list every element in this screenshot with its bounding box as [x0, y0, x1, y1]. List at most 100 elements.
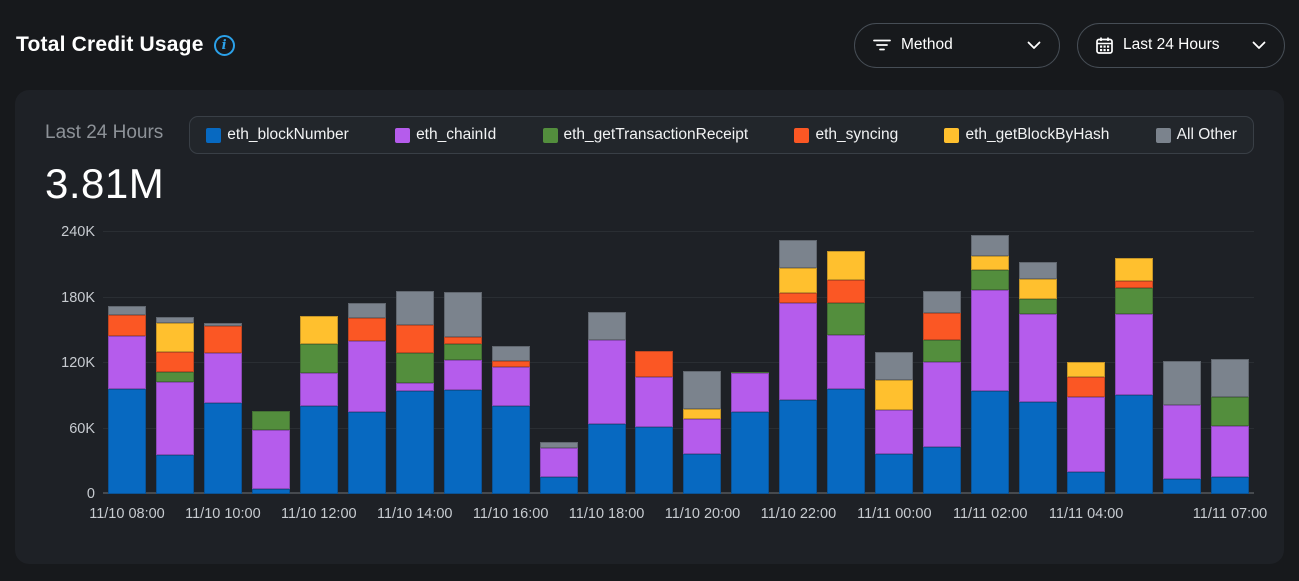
bar-segment-eth_chainid[interactable] — [587, 340, 626, 425]
bar-segment-all-other[interactable] — [491, 345, 530, 361]
bar-segment-eth_chainid[interactable] — [1210, 426, 1249, 477]
bar-segment-eth_syncing[interactable] — [443, 336, 482, 345]
bar-segment-eth_getblockbyhash[interactable] — [155, 322, 194, 353]
bar-segment-eth_blocknumber[interactable] — [107, 389, 146, 494]
bar-segment-eth_blocknumber[interactable] — [587, 424, 626, 494]
bar-segment-all-other[interactable] — [971, 235, 1010, 257]
bar-segment-eth_blocknumber[interactable] — [731, 412, 770, 494]
legend-item-all-other[interactable]: All Other — [1155, 126, 1237, 144]
bar-segment-eth_chainid[interactable] — [203, 353, 242, 404]
stacked-bar[interactable] — [299, 232, 338, 494]
bar-segment-eth_blocknumber[interactable] — [635, 427, 674, 494]
bar-segment-eth_blocknumber[interactable] — [971, 391, 1010, 494]
bar-segment-all-other[interactable] — [923, 290, 962, 313]
bar-segment-all-other[interactable] — [203, 322, 242, 326]
bar-segment-eth_chainid[interactable] — [635, 377, 674, 428]
bar-segment-eth_blocknumber[interactable] — [443, 390, 482, 494]
bar-segment-eth_chainid[interactable] — [683, 418, 722, 454]
bar-segment-all-other[interactable] — [1019, 261, 1058, 279]
stacked-bar[interactable] — [1210, 232, 1249, 494]
bar-segment-eth_chainid[interactable] — [491, 367, 530, 406]
stacked-bar[interactable] — [251, 232, 290, 494]
bar-segment-eth_blocknumber[interactable] — [1210, 476, 1249, 494]
legend-item-eth_gettransactionreceipt[interactable]: eth_getTransactionReceipt — [542, 126, 748, 144]
bar-segment-eth_blocknumber[interactable] — [1067, 472, 1106, 494]
stacked-bar[interactable] — [203, 232, 242, 494]
bar-segment-eth_getblockbyhash[interactable] — [1067, 361, 1106, 378]
bar-segment-eth_gettransactionreceipt[interactable] — [923, 340, 962, 362]
bar-segment-eth_blocknumber[interactable] — [779, 400, 818, 494]
bar-segment-eth_syncing[interactable] — [923, 312, 962, 341]
bar-segment-eth_chainid[interactable] — [155, 381, 194, 455]
stacked-bar[interactable] — [539, 232, 578, 494]
bar-segment-eth_chainid[interactable] — [779, 302, 818, 401]
stacked-bar[interactable] — [107, 232, 146, 494]
bar-segment-all-other[interactable] — [107, 306, 146, 315]
bar-segment-eth_chainid[interactable] — [1067, 396, 1106, 473]
bar-segment-eth_getblockbyhash[interactable] — [779, 268, 818, 294]
bar-segment-eth_blocknumber[interactable] — [875, 453, 914, 494]
bar-segment-eth_blocknumber[interactable] — [347, 412, 386, 494]
bar-segment-eth_gettransactionreceipt[interactable] — [155, 371, 194, 382]
bar-segment-eth_getblockbyhash[interactable] — [827, 250, 866, 281]
bar-segment-eth_blocknumber[interactable] — [1162, 478, 1201, 494]
bar-segment-eth_gettransactionreceipt[interactable] — [299, 344, 338, 373]
stacked-bar[interactable] — [923, 232, 962, 494]
bar-segment-all-other[interactable] — [1162, 360, 1201, 405]
bar-segment-eth_chainid[interactable] — [443, 359, 482, 391]
stacked-bar[interactable] — [1114, 232, 1153, 494]
bar-segment-eth_gettransactionreceipt[interactable] — [971, 270, 1010, 290]
bar-segment-eth_syncing[interactable] — [347, 318, 386, 342]
bar-segment-eth_chainid[interactable] — [1019, 313, 1058, 403]
bar-segment-eth_getblockbyhash[interactable] — [875, 380, 914, 410]
stacked-bar[interactable] — [155, 232, 194, 494]
bar-segment-eth_getblockbyhash[interactable] — [299, 316, 338, 345]
stacked-bar[interactable] — [875, 232, 914, 494]
bar-segment-eth_getblockbyhash[interactable] — [1114, 258, 1153, 282]
bar-segment-eth_syncing[interactable] — [491, 360, 530, 368]
bar-segment-eth_syncing[interactable] — [779, 293, 818, 303]
method-filter-dropdown[interactable]: Method — [854, 22, 1060, 68]
legend-item-eth_blocknumber[interactable]: eth_blockNumber — [206, 126, 349, 144]
stacked-bar[interactable] — [971, 232, 1010, 494]
bar-segment-eth_gettransactionreceipt[interactable] — [395, 353, 434, 383]
stacked-bar[interactable] — [443, 232, 482, 494]
bar-segment-eth_syncing[interactable] — [107, 314, 146, 336]
bar-segment-eth_chainid[interactable] — [107, 335, 146, 390]
stacked-bar[interactable] — [827, 232, 866, 494]
stacked-bar[interactable] — [1162, 232, 1201, 494]
bar-segment-all-other[interactable] — [683, 370, 722, 409]
bar-segment-eth_blocknumber[interactable] — [251, 488, 290, 494]
bar-segment-eth_blocknumber[interactable] — [923, 447, 962, 494]
stacked-bar[interactable] — [1019, 232, 1058, 494]
bar-segment-eth_blocknumber[interactable] — [683, 453, 722, 494]
bar-segment-eth_getblockbyhash[interactable] — [971, 256, 1010, 271]
bar-segment-eth_chainid[interactable] — [971, 289, 1010, 392]
stacked-bar[interactable] — [395, 232, 434, 494]
bar-segment-eth_chainid[interactable] — [875, 409, 914, 454]
bar-segment-all-other[interactable] — [155, 317, 194, 323]
bar-segment-eth_getblockbyhash[interactable] — [683, 408, 722, 419]
bar-segment-eth_blocknumber[interactable] — [203, 403, 242, 494]
bar-segment-eth_chainid[interactable] — [923, 361, 962, 448]
bar-segment-all-other[interactable] — [587, 311, 626, 341]
bar-segment-eth_syncing[interactable] — [827, 280, 866, 303]
legend-item-eth_chainid[interactable]: eth_chainId — [395, 126, 496, 144]
bar-segment-eth_gettransactionreceipt[interactable] — [731, 371, 770, 373]
stacked-bar[interactable] — [635, 232, 674, 494]
bar-segment-eth_gettransactionreceipt[interactable] — [827, 302, 866, 335]
bar-segment-eth_chainid[interactable] — [347, 341, 386, 413]
bar-segment-eth_chainid[interactable] — [539, 448, 578, 477]
legend-item-eth_getblockbyhash[interactable]: eth_getBlockByHash — [944, 126, 1109, 144]
bar-segment-all-other[interactable] — [1210, 358, 1249, 397]
bar-segment-eth_chainid[interactable] — [251, 429, 290, 489]
info-icon[interactable]: i — [213, 34, 235, 56]
bar-segment-eth_syncing[interactable] — [155, 352, 194, 372]
bar-segment-all-other[interactable] — [875, 352, 914, 381]
stacked-bar[interactable] — [587, 232, 626, 494]
bar-segment-eth_blocknumber[interactable] — [155, 454, 194, 494]
stacked-bar[interactable] — [779, 232, 818, 494]
stacked-bar[interactable] — [683, 232, 722, 494]
bar-segment-eth_blocknumber[interactable] — [1019, 402, 1058, 494]
bar-segment-eth_gettransactionreceipt[interactable] — [1114, 287, 1153, 314]
